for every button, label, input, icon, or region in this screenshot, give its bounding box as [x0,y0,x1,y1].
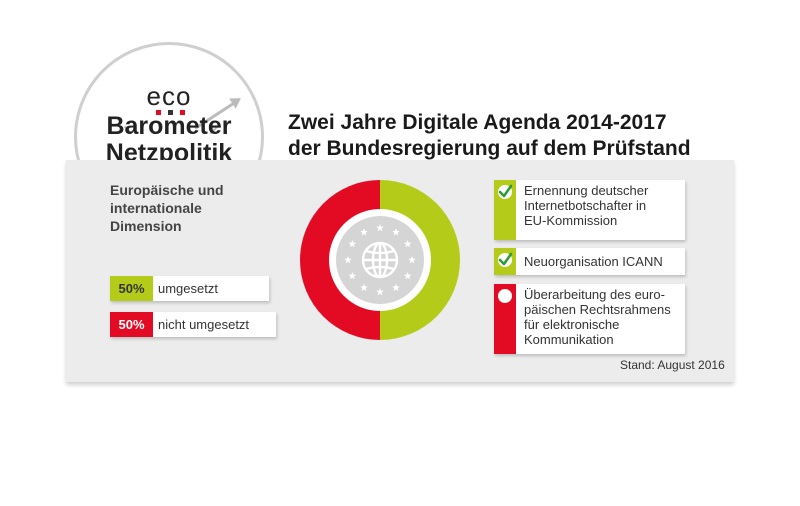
stat-value: 50% [110,276,153,301]
status-bar [494,284,516,354]
eco-logo: eco [146,81,192,111]
measure-text: Neuorganisation ICANN [524,254,679,269]
dimension-title-line2: internationale [110,200,202,216]
dimension-title-line3: Dimension [110,218,182,234]
measure-text-line: Überarbeitung des euro- [524,287,665,302]
star-icon [408,256,416,264]
check-icon [498,252,513,267]
badge-title-line1: Barometer [106,112,232,140]
page-title-line2: der Bundesregierung auf dem Prüfstand [288,137,691,160]
check-icon [498,184,513,199]
star-icon [360,228,368,236]
measure-text: Überarbeitung des euro- päischen Rechtsr… [524,287,679,347]
measure-text-line: Internetbotschafter in [524,198,647,213]
page-title: Zwei Jahre Digitale Agenda 2014-2017 der… [288,110,691,162]
eco-logo-dots [156,110,186,116]
star-icon [403,272,412,280]
measure-text-line: päischen Rechtsrahmens [524,302,671,317]
star-icon [344,256,352,264]
star-icon [376,224,384,232]
measure-item: Ernennung deutscher Internetbotschafter … [494,180,685,240]
globe-icon [361,241,399,279]
empty-circle-icon [498,289,512,303]
star-icon [403,240,412,248]
measure-item: Neuorganisation ICANN [494,248,685,275]
star-icon [376,288,384,296]
dimension-title: Europäische und internationale Dimension [110,181,260,235]
measure-item: Überarbeitung des euro- päischen Rechtsr… [494,284,685,354]
stat-label: umgesetzt [158,281,218,296]
page-title-line1: Zwei Jahre Digitale Agenda 2014-2017 [288,111,667,134]
measure-text-line: für elektronische [524,317,620,332]
measure-text-line: Ernennung deutscher [524,183,649,198]
eu-stars-icon [344,224,416,296]
star-icon [392,228,400,236]
measure-text-line: Kommunikation [524,332,614,347]
stat-nicht-umgesetzt: 50% nicht umgesetzt [110,312,276,337]
dimension-title-line1: Europäische und [110,182,224,198]
measure-text-line: EU-Kommission [524,213,618,228]
stat-value: 50% [110,312,153,337]
measure-text: Ernennung deutscher Internetbotschafter … [524,183,679,228]
stat-label: nicht umgesetzt [158,317,250,332]
star-icon [360,283,368,291]
date-note: Stand: August 2016 [620,358,725,372]
donut-chart [300,180,460,340]
stat-umgesetzt: 50% umgesetzt [110,276,269,301]
measure-text-line: Neuorganisation ICANN [524,254,663,269]
star-icon [392,283,400,291]
star-icon [348,272,357,280]
star-icon [348,240,357,248]
